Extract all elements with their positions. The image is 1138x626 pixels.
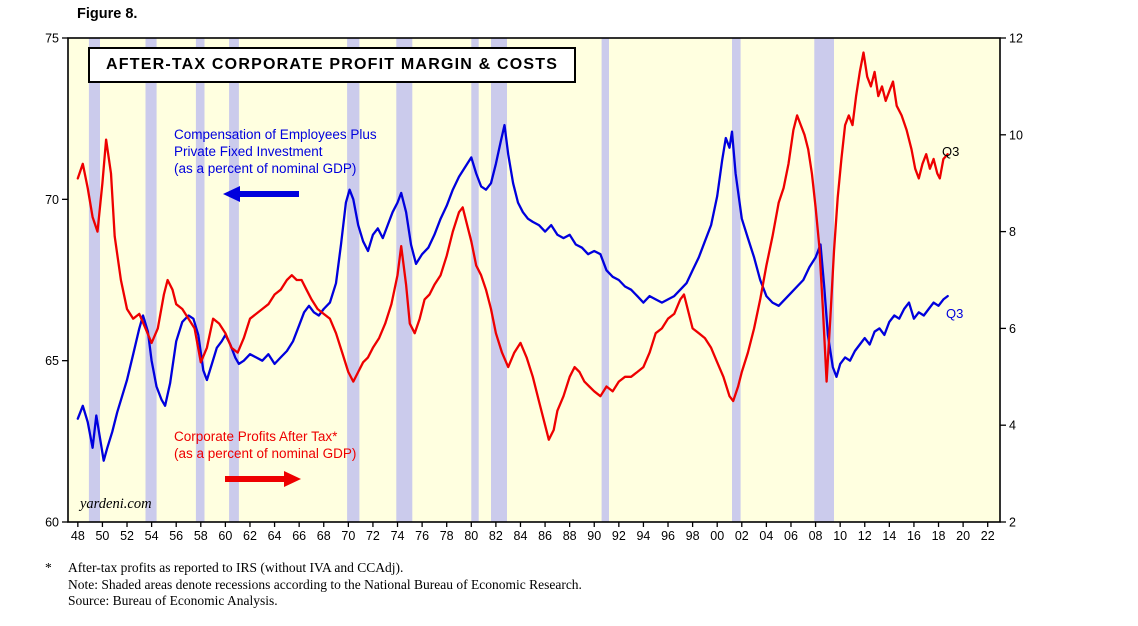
x-tick-label: 76 <box>415 529 429 543</box>
plot-background <box>68 38 1000 522</box>
x-tick-label: 64 <box>268 529 282 543</box>
x-tick-label: 80 <box>464 529 478 543</box>
x-tick-label: 16 <box>907 529 921 543</box>
x-tick-label: 10 <box>833 529 847 543</box>
footnote-line1: After-tax profits as reported to IRS (wi… <box>68 560 404 575</box>
right-tick-label: 6 <box>1009 322 1016 336</box>
x-tick-label: 88 <box>563 529 577 543</box>
recession-band <box>491 38 507 522</box>
x-tick-label: 20 <box>956 529 970 543</box>
recession-band <box>471 38 479 522</box>
x-tick-label: 96 <box>661 529 675 543</box>
x-tick-label: 86 <box>538 529 552 543</box>
x-tick-label: 08 <box>809 529 823 543</box>
x-tick-label: 68 <box>317 529 331 543</box>
x-tick-label: 92 <box>612 529 626 543</box>
x-tick-label: 04 <box>759 529 773 543</box>
chart-title: AFTER-TAX CORPORATE PROFIT MARGIN & COST… <box>88 47 577 83</box>
x-tick-label: 70 <box>341 529 355 543</box>
recession-band <box>145 38 157 522</box>
x-tick-label: 50 <box>95 529 109 543</box>
right-tick-label: 4 <box>1009 419 1016 433</box>
x-tick-label: 90 <box>587 529 601 543</box>
x-tick-label: 94 <box>636 529 650 543</box>
x-tick-label: 56 <box>169 529 183 543</box>
x-tick-label: 82 <box>489 529 503 543</box>
footnote-asterisk-line: * After-tax profits as reported to IRS (w… <box>45 560 582 577</box>
q3-label-blue-series: Q3 <box>946 306 964 321</box>
recession-band <box>396 38 413 522</box>
recession-band <box>88 38 100 522</box>
footnote-line3: Source: Bureau of Economic Analysis. <box>68 593 278 608</box>
blue-series-annotation: Compensation of Employees Plus Private F… <box>174 126 377 177</box>
x-tick-label: 02 <box>735 529 749 543</box>
red-annotation-line2: (as a percent of nominal GDP) <box>174 446 357 461</box>
x-tick-label: 12 <box>858 529 872 543</box>
recession-band <box>229 38 239 522</box>
recession-band <box>601 38 609 522</box>
blue-annotation-line3: (as a percent of nominal GDP) <box>174 161 357 176</box>
left-arrow-icon <box>223 186 299 202</box>
x-tick-label: 66 <box>292 529 306 543</box>
recession-band <box>347 38 360 522</box>
x-tick-label: 00 <box>710 529 724 543</box>
left-tick-label: 60 <box>45 516 59 530</box>
x-tick-label: 52 <box>120 529 134 543</box>
x-tick-label: 06 <box>784 529 798 543</box>
right-axis-series-line <box>76 51 949 441</box>
right-tick-label: 10 <box>1009 128 1023 142</box>
blue-annotation-line2: Private Fixed Investment <box>174 144 323 159</box>
x-tick-label: 84 <box>514 529 528 543</box>
x-tick-label: 14 <box>882 529 896 543</box>
footnotes: * After-tax profits as reported to IRS (w… <box>45 560 582 610</box>
x-tick-label: 54 <box>145 529 159 543</box>
x-tick-label: 78 <box>440 529 454 543</box>
right-tick-label: 8 <box>1009 225 1016 239</box>
red-series-annotation: Corporate Profits After Tax* (as a perce… <box>174 428 356 462</box>
x-tick-label: 74 <box>391 529 405 543</box>
plot-border <box>67 37 1001 523</box>
right-tick-label: 12 <box>1009 32 1023 46</box>
x-tick-label: 18 <box>932 529 946 543</box>
x-tick-label: 60 <box>218 529 232 543</box>
x-tick-label: 58 <box>194 529 208 543</box>
x-tick-label: 22 <box>981 529 995 543</box>
blue-annotation-line1: Compensation of Employees Plus <box>174 127 377 142</box>
right-tick-label: 2 <box>1009 516 1016 530</box>
x-tick-label: 62 <box>243 529 257 543</box>
x-tick-label: 98 <box>686 529 700 543</box>
right-arrow-icon <box>225 471 301 487</box>
left-tick-label: 75 <box>45 32 59 46</box>
footnote-line2: Note: Shaded areas denote recessions acc… <box>68 576 582 592</box>
footnote-star: * <box>45 560 52 575</box>
watermark: yardeni.com <box>80 496 152 512</box>
figure-label: Figure 8. <box>77 6 138 22</box>
q3-label-red-series: Q3 <box>942 144 960 159</box>
left-tick-label: 70 <box>45 193 59 207</box>
red-annotation-line1: Corporate Profits After Tax* <box>174 429 338 444</box>
recession-band <box>195 38 205 522</box>
left-axis-series-line <box>76 123 949 462</box>
x-tick-label: 72 <box>366 529 380 543</box>
left-tick-label: 65 <box>45 354 59 368</box>
recession-band <box>732 38 741 522</box>
x-tick-label: 48 <box>71 529 85 543</box>
